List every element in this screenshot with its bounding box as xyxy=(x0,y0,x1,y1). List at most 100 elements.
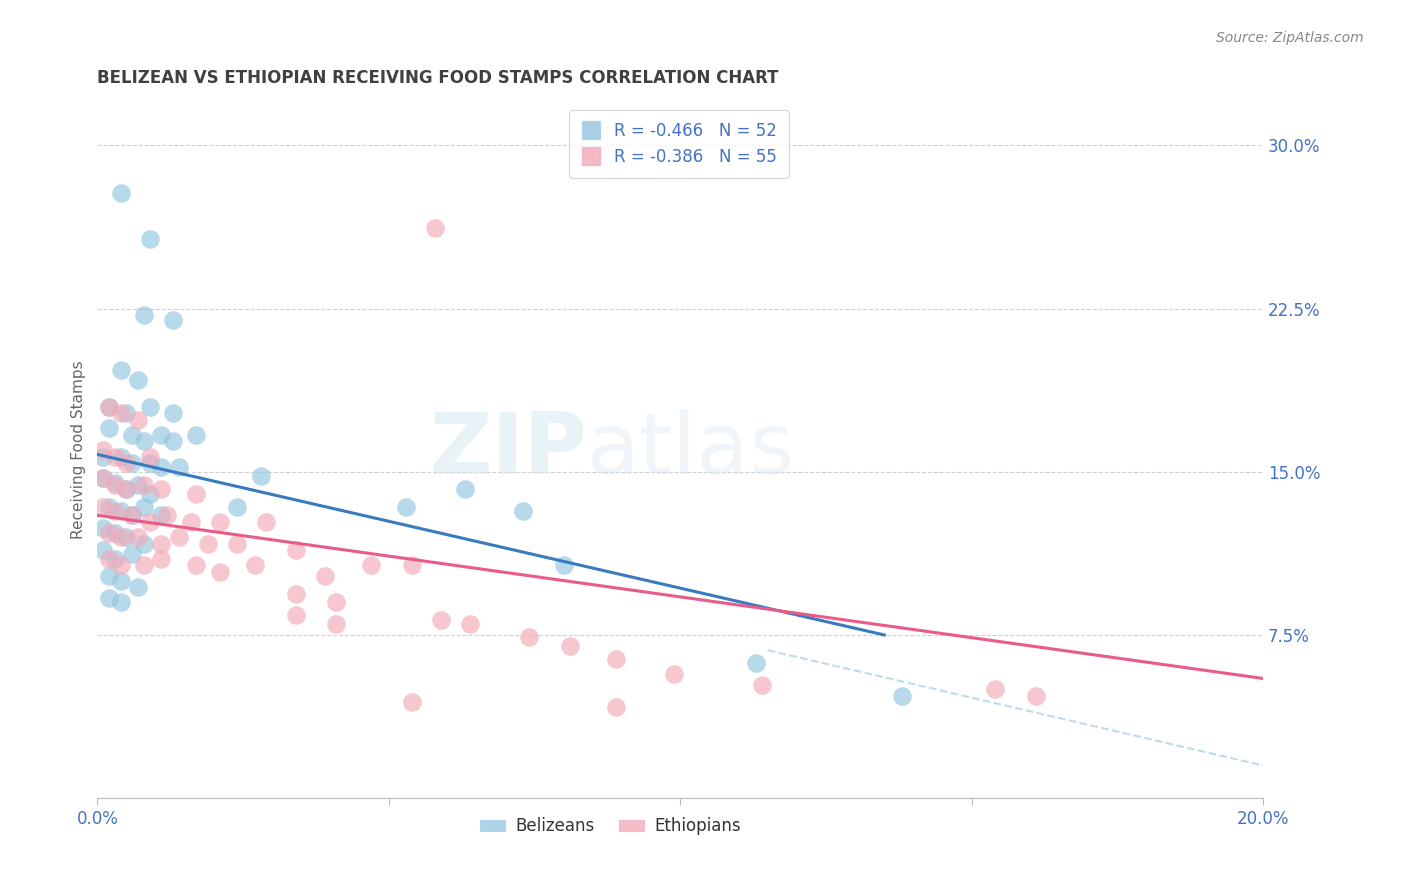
Point xyxy=(284,587,307,601)
Point xyxy=(186,427,208,442)
Point xyxy=(553,558,575,573)
Point xyxy=(284,608,307,623)
Point xyxy=(150,508,173,523)
Point xyxy=(91,521,114,535)
Point xyxy=(605,699,627,714)
Point xyxy=(115,530,138,544)
Point xyxy=(91,471,114,485)
Text: BELIZEAN VS ETHIOPIAN RECEIVING FOOD STAMPS CORRELATION CHART: BELIZEAN VS ETHIOPIAN RECEIVING FOOD STA… xyxy=(97,69,779,87)
Point xyxy=(98,500,121,514)
Point xyxy=(890,689,912,703)
Point xyxy=(243,558,266,573)
Point xyxy=(127,530,149,544)
Point xyxy=(132,500,155,514)
Point xyxy=(249,469,271,483)
Point xyxy=(284,543,307,558)
Point xyxy=(401,558,423,573)
Point xyxy=(110,186,132,201)
Point xyxy=(167,460,190,475)
Point xyxy=(395,500,418,514)
Point xyxy=(156,508,179,523)
Point xyxy=(132,478,155,492)
Point xyxy=(162,312,184,326)
Point xyxy=(127,478,149,492)
Point xyxy=(121,508,143,523)
Point xyxy=(110,362,132,376)
Point xyxy=(121,508,143,523)
Point xyxy=(254,515,277,529)
Point xyxy=(91,443,114,458)
Point xyxy=(605,652,627,666)
Point xyxy=(132,536,155,550)
Point xyxy=(115,482,138,496)
Point xyxy=(150,551,173,566)
Legend: Belizeans, Ethiopians: Belizeans, Ethiopians xyxy=(474,811,748,842)
Point xyxy=(91,450,114,464)
Point xyxy=(104,504,127,518)
Text: atlas: atlas xyxy=(588,409,794,491)
Point xyxy=(98,591,121,605)
Point xyxy=(751,678,773,692)
Point xyxy=(401,695,423,709)
Point xyxy=(664,667,686,681)
Point xyxy=(150,460,173,475)
Point xyxy=(98,525,121,540)
Point xyxy=(360,558,382,573)
Point xyxy=(121,427,143,442)
Point xyxy=(91,471,114,485)
Point xyxy=(139,400,162,414)
Point xyxy=(180,515,202,529)
Point xyxy=(186,486,208,500)
Point xyxy=(208,515,231,529)
Point xyxy=(186,558,208,573)
Point xyxy=(104,450,127,464)
Point xyxy=(167,530,190,544)
Point xyxy=(127,373,149,387)
Point xyxy=(115,406,138,420)
Point xyxy=(453,482,475,496)
Point xyxy=(91,543,114,558)
Point xyxy=(325,595,347,609)
Point xyxy=(104,475,127,490)
Point xyxy=(1025,689,1047,703)
Point xyxy=(139,515,162,529)
Point xyxy=(150,427,173,442)
Point xyxy=(110,595,132,609)
Point xyxy=(139,450,162,464)
Point xyxy=(121,548,143,562)
Point xyxy=(512,504,534,518)
Point xyxy=(162,434,184,449)
Point xyxy=(162,406,184,420)
Point xyxy=(745,657,768,671)
Point xyxy=(150,536,173,550)
Point xyxy=(430,613,453,627)
Point xyxy=(110,530,132,544)
Point xyxy=(98,551,121,566)
Point xyxy=(127,580,149,594)
Point xyxy=(132,434,155,449)
Point xyxy=(460,617,482,632)
Point xyxy=(110,450,132,464)
Point xyxy=(132,308,155,322)
Point xyxy=(517,630,540,644)
Text: ZIP: ZIP xyxy=(429,409,588,491)
Y-axis label: Receiving Food Stamps: Receiving Food Stamps xyxy=(72,360,86,540)
Point xyxy=(110,406,132,420)
Point xyxy=(139,456,162,470)
Point xyxy=(104,525,127,540)
Point xyxy=(425,221,447,235)
Point xyxy=(558,639,581,653)
Point xyxy=(325,617,347,632)
Point xyxy=(984,682,1007,697)
Point xyxy=(98,400,121,414)
Point xyxy=(115,456,138,470)
Point xyxy=(110,558,132,573)
Point xyxy=(104,478,127,492)
Point xyxy=(98,400,121,414)
Point xyxy=(104,551,127,566)
Point xyxy=(98,569,121,583)
Text: Source: ZipAtlas.com: Source: ZipAtlas.com xyxy=(1216,31,1364,45)
Point xyxy=(110,504,132,518)
Point xyxy=(115,482,138,496)
Point xyxy=(208,565,231,579)
